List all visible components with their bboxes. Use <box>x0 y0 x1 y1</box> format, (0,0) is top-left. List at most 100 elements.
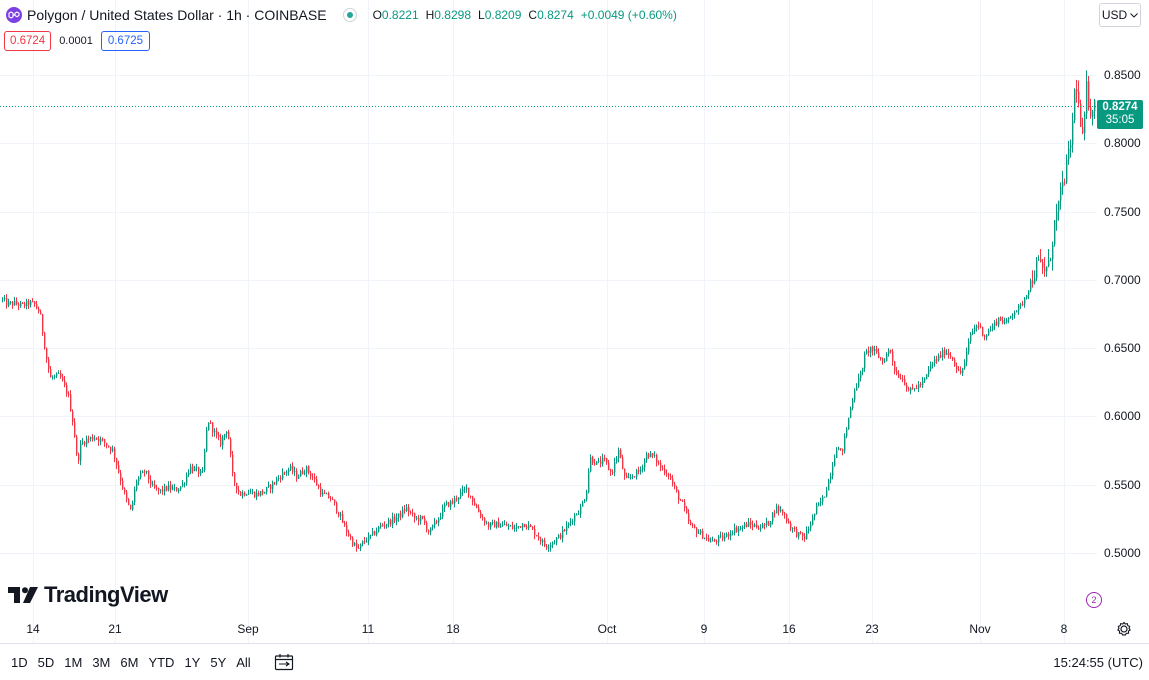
range-button-ytd[interactable]: YTD <box>148 654 175 670</box>
market-status-icon[interactable] <box>342 8 357 22</box>
range-button-1m[interactable]: 1M <box>64 654 83 670</box>
candle-down <box>364 540 366 542</box>
candle-up <box>930 364 932 370</box>
candle-down <box>894 361 896 372</box>
candle-down <box>692 524 694 526</box>
candle-up <box>134 489 136 503</box>
candle-down <box>686 507 688 514</box>
candle-up <box>278 477 280 479</box>
candle-down <box>1082 126 1084 134</box>
candle-up <box>372 531 374 535</box>
candle-down <box>906 385 908 389</box>
candle-up <box>1036 260 1038 279</box>
candle-down <box>982 326 984 336</box>
candle-up <box>380 525 382 527</box>
candle-up <box>946 352 948 355</box>
candle-up <box>326 493 328 495</box>
candle-up <box>968 341 970 352</box>
candle-up <box>20 302 22 307</box>
candle-up <box>792 527 794 529</box>
last-price-value: 0.8274 <box>1102 100 1138 113</box>
candle-down <box>216 430 218 435</box>
candle-up <box>492 522 494 524</box>
candle-down <box>876 349 878 353</box>
candle-up <box>712 539 714 542</box>
range-button-3m[interactable]: 3M <box>92 654 111 670</box>
candle-up <box>56 373 58 376</box>
candle-down <box>198 467 200 475</box>
currency-selector[interactable]: USD <box>1099 3 1141 27</box>
candle-up <box>724 536 726 540</box>
event-marker-icon[interactable]: 2 <box>1086 592 1102 608</box>
candle-up <box>836 450 838 458</box>
candle-up <box>640 469 642 472</box>
buy-price-button[interactable]: 0.6725 <box>100 31 151 51</box>
candle-up <box>888 349 890 355</box>
settings-gear-icon[interactable] <box>1115 620 1133 638</box>
candle-up <box>976 325 978 328</box>
candle-up <box>918 383 920 389</box>
candle-down <box>62 376 64 381</box>
candle-up <box>460 492 462 498</box>
candle-down <box>620 450 622 458</box>
ohlc-values: O0.8221 H0.8298 L0.8209 C0.8274 +0.0049 … <box>373 8 677 22</box>
range-button-1d[interactable]: 1D <box>11 654 28 670</box>
candle-up <box>726 533 728 537</box>
utc-clock[interactable]: 15:24:55 (UTC) <box>1053 654 1143 670</box>
ohlc-open-label: O <box>372 8 382 22</box>
candle-up <box>510 525 512 527</box>
candle-up <box>582 502 584 507</box>
candle-up <box>970 333 972 342</box>
range-button-5d[interactable]: 5D <box>37 654 55 670</box>
symbol-title[interactable]: Polygon / United States Dollar · 1h · CO… <box>27 7 327 23</box>
candle-down <box>130 504 132 510</box>
calendar-range-icon[interactable] <box>274 653 294 671</box>
candle-up <box>250 492 252 494</box>
range-button-6m[interactable]: 6M <box>120 654 139 670</box>
tradingview-logo-icon <box>8 587 38 603</box>
candle-up <box>1010 316 1012 319</box>
candle-down <box>166 486 168 491</box>
candle-down <box>344 522 346 525</box>
candle-up <box>742 527 744 529</box>
candle-up <box>562 529 564 539</box>
range-button-1y[interactable]: 1Y <box>184 654 201 670</box>
candle-down <box>468 487 470 496</box>
candle-up <box>4 298 6 300</box>
candle-down <box>648 453 650 458</box>
candle-down <box>954 359 956 366</box>
candle-down <box>314 477 316 480</box>
candle-down <box>622 457 624 470</box>
sell-price-button[interactable]: 0.6724 <box>4 31 52 51</box>
candle-down <box>212 422 214 433</box>
candle-down <box>706 537 708 539</box>
candle-down <box>912 387 914 389</box>
tradingview-logo[interactable]: TradingView <box>8 582 168 608</box>
candle-up <box>1052 244 1054 260</box>
candle-down <box>480 512 482 518</box>
candle-down <box>330 498 332 500</box>
range-button-5y[interactable]: 5Y <box>210 654 227 670</box>
candle-up <box>466 487 468 489</box>
candle-down <box>176 487 178 492</box>
candle-up <box>1012 314 1014 317</box>
candle-down <box>872 346 874 352</box>
candle-up <box>986 334 988 338</box>
candle-up <box>762 524 764 529</box>
candle-down <box>794 527 796 529</box>
candle-down <box>316 479 318 486</box>
candle-up <box>286 472 288 474</box>
candle-up <box>276 478 278 484</box>
candle-up <box>514 527 516 529</box>
candle-up <box>938 355 940 361</box>
candle-up <box>246 494 248 496</box>
candle-down <box>1088 81 1090 108</box>
candle-up <box>550 544 552 548</box>
candle-down <box>668 474 670 476</box>
candle-up <box>252 491 254 493</box>
candle-up <box>256 492 258 498</box>
candle-down <box>684 501 686 508</box>
range-button-all[interactable]: All <box>236 654 251 670</box>
candle-down <box>232 454 234 473</box>
